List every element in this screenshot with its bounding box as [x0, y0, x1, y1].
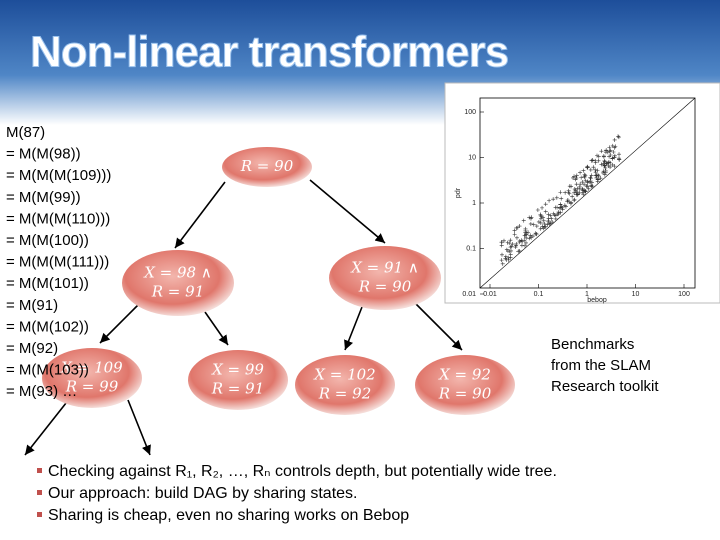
- derivation-line: = M(M(100)): [6, 232, 89, 249]
- derivation-line: = M(M(102)): [6, 318, 89, 335]
- tree-nodes: R = 90X = 98 ∧R = 91X = 91 ∧R = 90X = 10…: [42, 147, 515, 415]
- derivation-line: = M(M(M(111))): [6, 254, 109, 271]
- node-label: R = 90: [240, 157, 294, 175]
- node-label: X = 99: [211, 361, 264, 379]
- tree-edges: [24, 179, 463, 456]
- node-shape: [122, 250, 234, 316]
- bullet-text: Checking against R₁, R₂, …, Rₙ controls …: [48, 463, 557, 480]
- caption-line: from the SLAM: [551, 357, 651, 374]
- node-label: X = 98 ∧: [143, 264, 212, 282]
- node-label: R = 90: [358, 278, 412, 296]
- y-tick-label: 10: [468, 154, 476, 161]
- node-label: R = 90: [438, 385, 492, 403]
- x-tick-label: 1: [585, 291, 589, 298]
- x-tick-label: 10: [632, 291, 640, 298]
- node-label: R = 92: [318, 385, 372, 403]
- bullet-marker: [37, 490, 42, 495]
- node-label: X = 102: [313, 366, 375, 384]
- scatter-image: bebop pdr 0.01 0.1 1 10 100 100 10 1 0.1 0.01: [444, 82, 720, 304]
- derivation-line: M(87): [6, 124, 45, 141]
- y-tick-label: 1: [472, 200, 476, 207]
- bullet-marker: [37, 512, 42, 517]
- derivation-line: = M(92): [6, 340, 58, 357]
- caption: Benchmarks from the SLAM Research toolkit: [551, 336, 659, 395]
- derivation-line: = M(M(98)): [6, 146, 81, 163]
- point-texture: [499, 134, 622, 266]
- derivation-line: = M(M(103)): [6, 362, 89, 379]
- bullet-text: Sharing is cheap, even no sharing works …: [48, 507, 409, 524]
- plot-frame: [479, 97, 696, 289]
- y-tick-label: 0.1: [466, 245, 476, 252]
- bullets: Checking against R₁, R₂, …, Rₙ controls …: [37, 463, 557, 524]
- node-shape: [295, 355, 395, 415]
- y-axis-label: pdr: [455, 187, 462, 198]
- y-tick-label: 0.01: [462, 291, 476, 298]
- x-tick-label: 100: [678, 291, 690, 298]
- derivation: M(87) = M(M(98)) = M(M(M(109))) = M(M(99)) =…: [6, 124, 111, 400]
- title: Non-linear transformers: [30, 28, 508, 77]
- derivation-line: = M(M(M(110))): [6, 210, 110, 227]
- caption-line: Research toolkit: [551, 378, 659, 395]
- node-label: R = 91: [211, 380, 265, 398]
- node-shape: [42, 348, 142, 408]
- node-label: R = 99: [65, 378, 119, 396]
- derivation-line: = M(91): [6, 297, 58, 314]
- node-label: R = 91: [151, 283, 205, 301]
- x-tick-label: 0.01: [483, 291, 497, 298]
- node-shape: [415, 355, 515, 415]
- node-shape: [329, 246, 441, 310]
- node-shape: [188, 350, 288, 410]
- derivation-line: = M(M(101)): [6, 275, 89, 292]
- diagonal: [479, 97, 696, 289]
- bullet-text: Our approach: build DAG by sharing state…: [48, 485, 358, 502]
- derivation-line: = M(M(99)): [6, 189, 81, 206]
- node-label: X = 109: [60, 359, 123, 377]
- node-label: X = 91 ∧: [350, 259, 419, 277]
- derivation-line: = M(M(M(109))): [6, 167, 111, 184]
- x-axis-label: bebop: [587, 297, 607, 304]
- derivation-line: = M(93) …: [6, 383, 77, 400]
- node-shape: [222, 147, 312, 187]
- node-label: X = 92: [438, 366, 491, 384]
- bullet-marker: [37, 468, 42, 473]
- x-tick-label: 0.1: [534, 291, 544, 298]
- caption-line: Benchmarks: [551, 336, 634, 353]
- y-tick-label: 100: [464, 109, 476, 116]
